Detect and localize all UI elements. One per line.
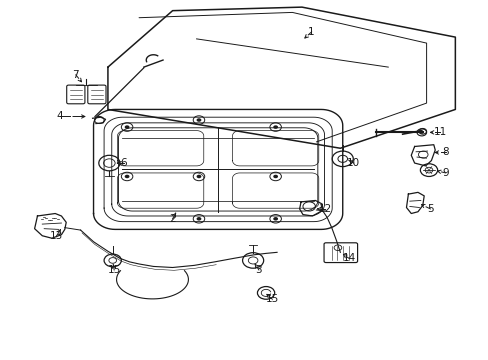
Circle shape — [124, 175, 129, 178]
Text: 1: 1 — [307, 27, 314, 37]
Text: 15: 15 — [265, 294, 278, 304]
Circle shape — [273, 125, 278, 129]
Text: 13: 13 — [50, 231, 63, 241]
Text: 7: 7 — [72, 70, 79, 80]
Text: 2: 2 — [169, 214, 176, 224]
Circle shape — [418, 129, 426, 134]
Text: 6: 6 — [120, 158, 127, 168]
Circle shape — [124, 125, 129, 129]
Text: 4: 4 — [57, 112, 63, 121]
Circle shape — [196, 217, 201, 221]
Text: 5: 5 — [426, 204, 433, 214]
Circle shape — [273, 217, 278, 221]
Text: 3: 3 — [255, 265, 262, 275]
Text: 12: 12 — [318, 204, 331, 214]
Text: 11: 11 — [432, 127, 446, 138]
Text: 8: 8 — [442, 148, 448, 157]
Text: 9: 9 — [442, 168, 448, 178]
Text: 10: 10 — [346, 158, 360, 168]
Circle shape — [196, 118, 201, 122]
Circle shape — [196, 175, 201, 178]
Text: 15: 15 — [107, 265, 121, 275]
Circle shape — [273, 175, 278, 178]
Text: 14: 14 — [342, 253, 355, 263]
Circle shape — [419, 131, 423, 134]
